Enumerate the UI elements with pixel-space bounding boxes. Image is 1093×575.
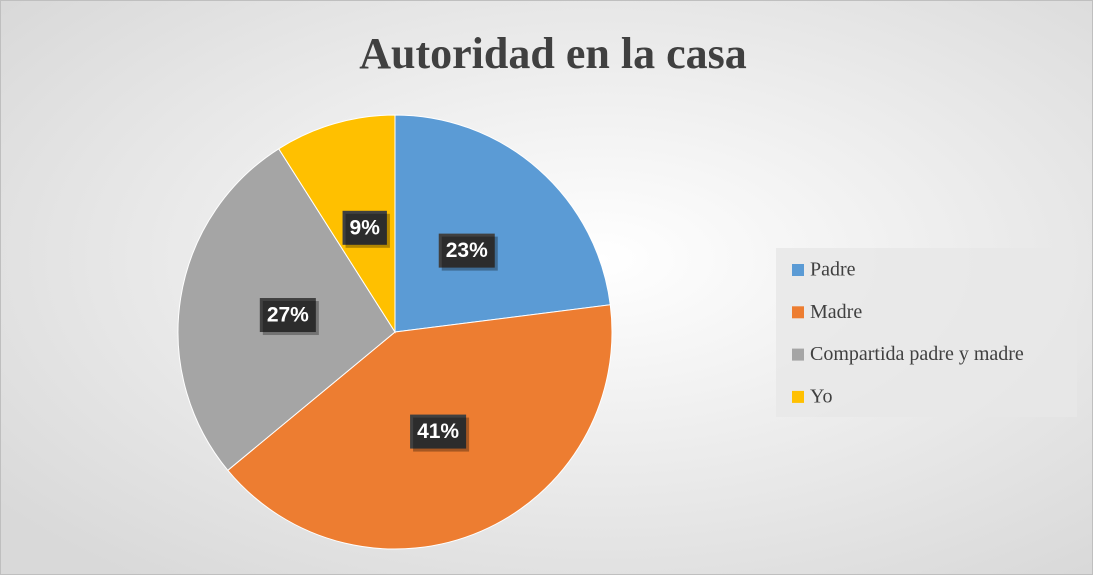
legend-swatch bbox=[792, 390, 804, 403]
legend-label: Compartida padre y madre bbox=[810, 343, 1024, 365]
data-label-box bbox=[413, 417, 470, 452]
legend-swatch bbox=[792, 306, 804, 319]
data-label-box bbox=[342, 210, 387, 245]
legend-label: Madre bbox=[810, 301, 862, 323]
data-label: 27% bbox=[267, 304, 309, 327]
legend-swatch bbox=[792, 264, 804, 276]
data-label: 9% bbox=[350, 216, 381, 239]
data-label-box bbox=[262, 301, 319, 336]
legend-label: Yo bbox=[810, 385, 832, 407]
data-label-box bbox=[259, 298, 316, 333]
pie-slice bbox=[394, 114, 611, 333]
pie-slice bbox=[278, 114, 396, 334]
legend-label: Padre bbox=[810, 259, 856, 281]
legend-box bbox=[776, 248, 1077, 417]
data-label: 41% bbox=[417, 420, 459, 443]
chart-title: Autoridad en la casa bbox=[359, 29, 746, 78]
data-label-box bbox=[410, 414, 467, 449]
data-label: 23% bbox=[446, 239, 488, 262]
legend-swatch bbox=[792, 348, 804, 361]
data-label-box bbox=[345, 213, 390, 248]
data-label-box bbox=[441, 236, 498, 271]
data-label-box bbox=[438, 233, 495, 268]
